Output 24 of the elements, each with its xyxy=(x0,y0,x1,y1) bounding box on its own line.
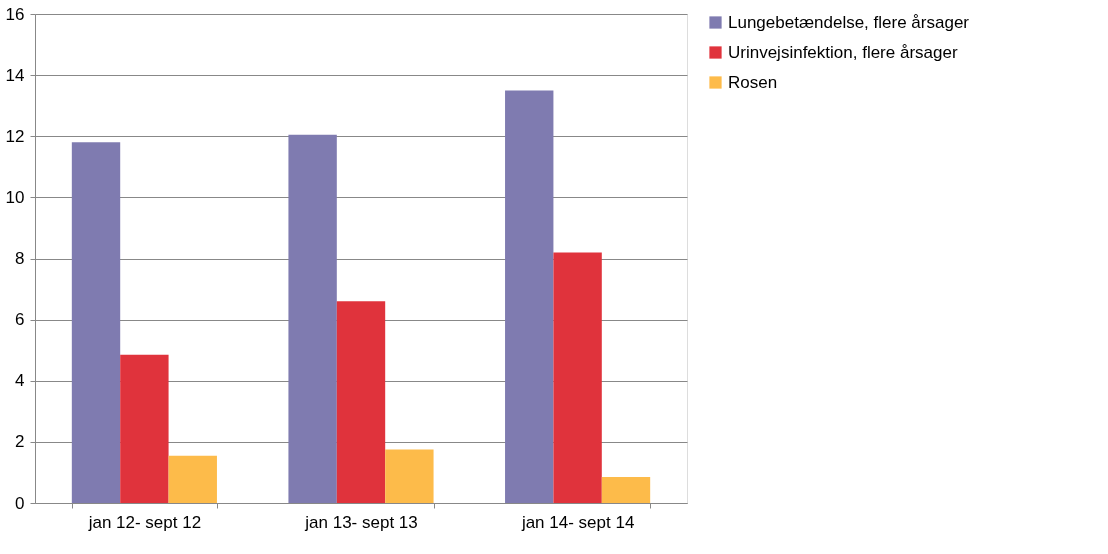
bar xyxy=(601,477,651,503)
y-tick-label: 12 xyxy=(5,126,25,146)
x-tick-label: jan 14- sept 14 xyxy=(520,512,635,532)
y-tick-label: 16 xyxy=(5,4,25,24)
bar xyxy=(385,449,434,503)
x-tick-label: jan 12- sept 12 xyxy=(87,512,202,532)
y-tick-label: 6 xyxy=(15,310,25,330)
bar xyxy=(336,301,386,503)
legend-label: Urinvejsinfektion, flere årsager xyxy=(728,42,958,62)
legend-label: Lungebetændelse, flere årsager xyxy=(728,12,970,32)
y-tick-label: 4 xyxy=(15,371,25,391)
y-tick-label: 2 xyxy=(15,432,25,452)
bar xyxy=(505,90,554,503)
y-tick-label: 14 xyxy=(5,65,25,85)
bar xyxy=(71,142,121,503)
bar xyxy=(288,134,337,503)
y-tick-label: 0 xyxy=(15,493,25,513)
bar xyxy=(553,252,602,503)
legend-label: Rosen xyxy=(728,72,778,92)
x-tick-label: jan 13- sept 13 xyxy=(304,512,418,532)
y-tick-label: 10 xyxy=(5,187,25,207)
y-tick-label: 8 xyxy=(15,249,25,268)
bar xyxy=(168,455,217,503)
bar xyxy=(120,354,169,503)
